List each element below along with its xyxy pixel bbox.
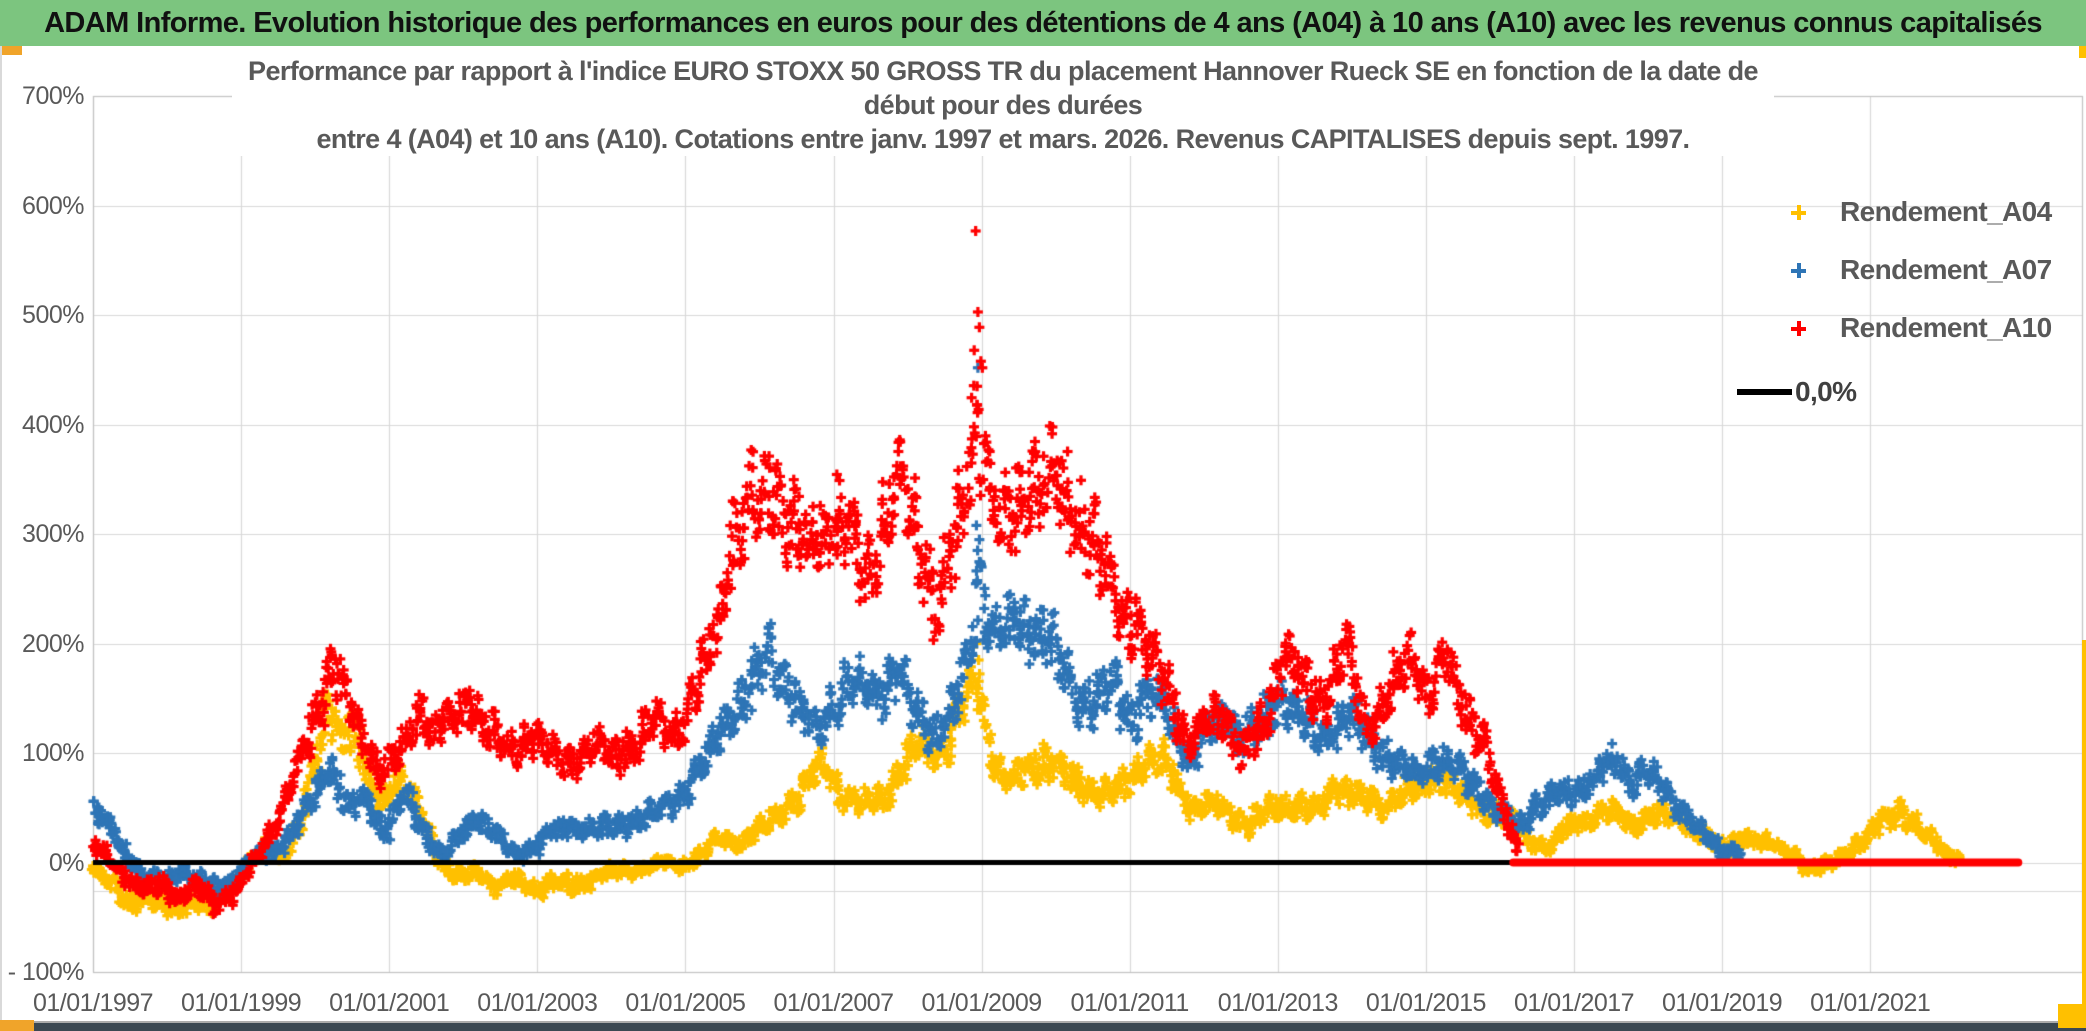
- y-axis-tick-label: 100%: [22, 739, 84, 768]
- zero-line-swatch-icon: [1737, 389, 1792, 395]
- corner-accent-bottom-right: [2058, 1004, 2086, 1028]
- y-axis-tick-label: 500%: [22, 301, 84, 330]
- y-axis-tick-label: 700%: [22, 82, 84, 111]
- x-axis-tick-label: 01/01/2019: [1662, 989, 1783, 1017]
- x-axis-tick-label: 01/01/2011: [1070, 989, 1190, 1017]
- chart-title: Performance par rapport à l'indice EURO …: [232, 54, 1774, 156]
- legend-label: Rendement_A07: [1840, 254, 2052, 285]
- page-title: ADAM Informe. Evolution historique des p…: [44, 6, 2042, 39]
- y-axis-tick-label: 400%: [22, 410, 84, 439]
- legend-label: 0,0%: [1795, 376, 1857, 407]
- plus-marker-icon: [1791, 205, 1806, 220]
- x-axis-tick-label: 01/01/2017: [1513, 989, 1635, 1017]
- corner-accent-top-right: [2079, 46, 2086, 58]
- y-axis-tick-label: 300%: [22, 520, 84, 549]
- x-axis-tick-label: 01/01/2007: [773, 989, 894, 1017]
- y-axis-tick-label: - 100%: [7, 957, 85, 986]
- right-edge-gold-strip: [2082, 640, 2086, 1031]
- x-axis-tick-label: 01/01/2001: [329, 989, 450, 1017]
- legend-label: Rendement_A04: [1840, 196, 2052, 227]
- x-axis-tick-label: 01/01/2021: [1810, 989, 1931, 1017]
- corner-accent-top-left: [0, 46, 22, 55]
- chart-title-line2: entre 4 (A04) et 10 ans (A10). Cotations…: [316, 124, 1691, 154]
- chart-title-line1: Performance par rapport à l'indice EURO …: [248, 56, 1759, 120]
- plus-marker-icon: [1791, 263, 1806, 278]
- legend-label: Rendement_A10: [1840, 312, 2052, 343]
- legend-item-rendement-a10[interactable]: Rendement_A10: [1725, 312, 2075, 346]
- x-axis-tick-label: 01/01/2003: [477, 989, 598, 1017]
- header-bar: ADAM Informe. Evolution historique des p…: [0, 0, 2086, 46]
- x-axis-tick-label: 01/01/1997: [32, 989, 154, 1017]
- x-axis-tick-label: 01/01/2005: [625, 989, 746, 1017]
- legend-item-zero-line[interactable]: 0,0%: [1725, 376, 2075, 410]
- x-axis-tick-label: 01/01/2009: [921, 989, 1043, 1017]
- left-edge-line: [0, 46, 2, 1024]
- legend-item-rendement-a04[interactable]: Rendement_A04: [1725, 196, 2075, 230]
- bottom-bar: [0, 1023, 2086, 1031]
- x-axis-tick-label: 01/01/2013: [1217, 989, 1339, 1017]
- y-axis-tick-label: 200%: [22, 629, 84, 658]
- y-axis-tick-label: 0%: [48, 848, 85, 877]
- plus-marker-icon: [1791, 321, 1806, 336]
- x-axis-tick-label: 01/01/1999: [181, 989, 302, 1017]
- legend-item-rendement-a07[interactable]: Rendement_A07: [1725, 254, 2075, 288]
- y-axis-tick-label: 600%: [22, 191, 84, 220]
- x-axis-tick-label: 01/01/2015: [1365, 989, 1487, 1017]
- bottom-bar-top-line: [0, 1021, 2086, 1023]
- corner-accent-bottom-left: [0, 1020, 34, 1031]
